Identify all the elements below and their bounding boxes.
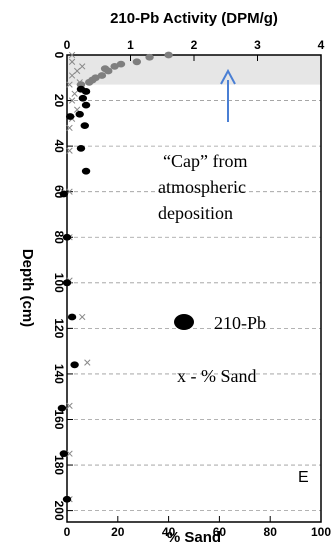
legend: 210-Pb x - % Sand	[174, 313, 266, 386]
depth-tick-label: 160	[52, 409, 66, 429]
panel-letter: E	[298, 469, 309, 486]
pb-point	[85, 78, 94, 86]
sand-point	[66, 124, 73, 132]
bottom-tick-label: 40	[162, 525, 176, 539]
pb-point	[62, 279, 72, 287]
sand-point	[79, 63, 86, 70]
top-tick-label: 0	[64, 38, 71, 52]
top-tick-label: 3	[254, 38, 261, 52]
cap-arrow	[220, 68, 236, 122]
depth-tick-label: 140	[52, 364, 66, 384]
pb-point	[67, 313, 77, 321]
bottom-tick-label: 20	[111, 525, 125, 539]
cap-annotation-line-3: deposition	[158, 203, 233, 223]
pb-point	[164, 51, 173, 59]
top-tick-label: 4	[318, 38, 325, 52]
pb-point	[62, 233, 72, 241]
legend-pb-label: 210-Pb	[214, 313, 266, 333]
pb-point	[75, 110, 84, 118]
pb-point	[78, 94, 88, 102]
sand-point	[71, 90, 78, 97]
sand-point	[68, 58, 76, 65]
pb-point	[132, 58, 142, 66]
pb-point	[97, 72, 107, 79]
plot-background	[67, 55, 321, 522]
pb-point	[110, 62, 119, 70]
sand-point	[66, 402, 73, 409]
depth-tick-label: 100	[52, 273, 66, 293]
pb-point	[81, 88, 91, 95]
pb-point	[80, 122, 89, 130]
pb-point	[104, 67, 113, 75]
depth-axis-label: Depth (cm)	[19, 249, 36, 327]
depth-tick-label: 20	[52, 94, 66, 108]
sand-point	[66, 450, 73, 457]
sand-point	[66, 81, 73, 88]
sand-point	[66, 147, 73, 154]
depth-tick-label: 40	[52, 139, 66, 153]
sand-point	[74, 67, 81, 75]
top-tick-label: 1	[127, 38, 134, 52]
pb-point	[57, 404, 67, 412]
legend-pb-marker	[174, 314, 194, 330]
sand-point	[79, 313, 86, 321]
sand-point	[84, 359, 91, 366]
sand-point	[68, 51, 76, 59]
bottom-tick-label: 100	[311, 525, 331, 539]
bottom-tick-label: 60	[213, 525, 227, 539]
pb-point	[116, 60, 126, 68]
bottom-tick-label: 80	[264, 525, 278, 539]
bottom-axis-ticks: 0 20 40 60 80 100	[64, 516, 331, 539]
sand-point	[68, 97, 76, 104]
bottom-tick-label: 0	[64, 525, 71, 539]
pb-point	[59, 190, 69, 198]
chart-title: 210-Pb Activity (DPM/g)	[110, 10, 278, 27]
sand-point	[68, 72, 76, 79]
depth-tick-label: 120	[52, 318, 66, 338]
cap-arrow-head	[220, 68, 236, 85]
pb-point	[65, 113, 75, 120]
pb-point	[76, 145, 86, 152]
pb-point	[62, 495, 72, 503]
pb-point	[145, 53, 154, 61]
cap-annotation-line-2: atmospheric	[158, 177, 246, 197]
depth-tick-label: 0	[52, 52, 66, 59]
cap-annotation: “Cap” from atmospheric deposition	[158, 151, 247, 223]
pb-point	[70, 361, 79, 369]
gridlines	[67, 100, 321, 512]
top-tick-label: 2	[191, 38, 198, 52]
pb-point	[81, 101, 91, 109]
depth-tick-label: 180	[52, 455, 66, 475]
depth-tick-label: 80	[52, 231, 66, 245]
cap-annotation-line-1: “Cap” from	[163, 151, 247, 171]
depth-tick-label: 200	[52, 501, 66, 521]
legend-sand-label: x - % Sand	[177, 366, 257, 386]
pb-series	[57, 51, 173, 503]
pb-point	[81, 167, 91, 175]
pb-point	[59, 450, 69, 458]
bottom-axis-label: % Sand	[167, 529, 221, 546]
top-axis-ticks: 0 1 2 3 4	[64, 38, 325, 61]
